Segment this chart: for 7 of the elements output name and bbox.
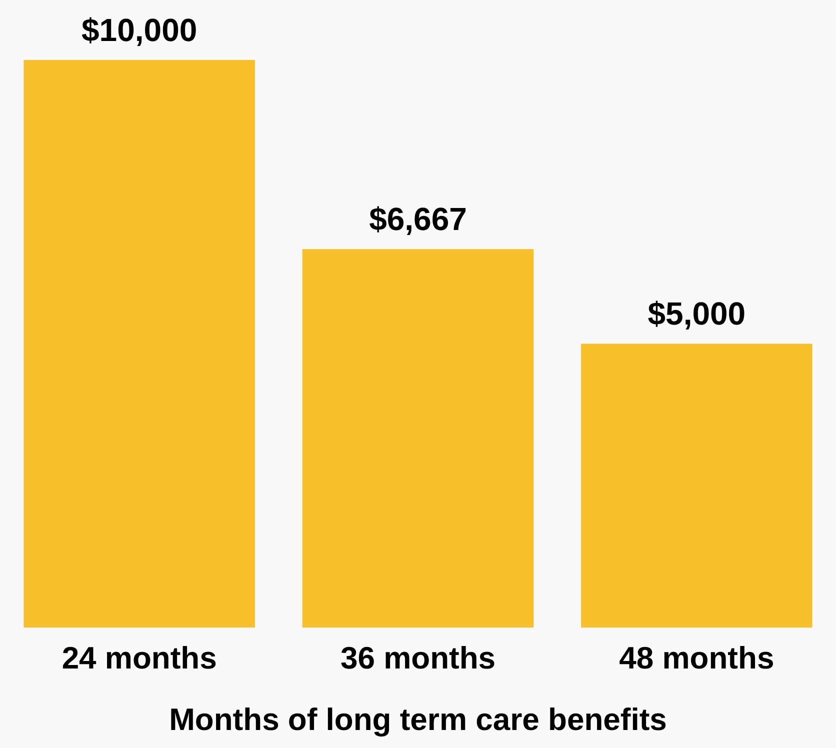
x-tick-label: 36 months — [340, 640, 496, 676]
x-tick-label: 24 months — [62, 640, 217, 676]
x-tick-label: 48 months — [619, 640, 774, 676]
x-axis-title: Months of long term care benefits — [169, 702, 667, 737]
data-label: $6,667 — [369, 201, 467, 238]
data-label: $5,000 — [648, 296, 746, 332]
data-label: $10,000 — [81, 12, 198, 48]
